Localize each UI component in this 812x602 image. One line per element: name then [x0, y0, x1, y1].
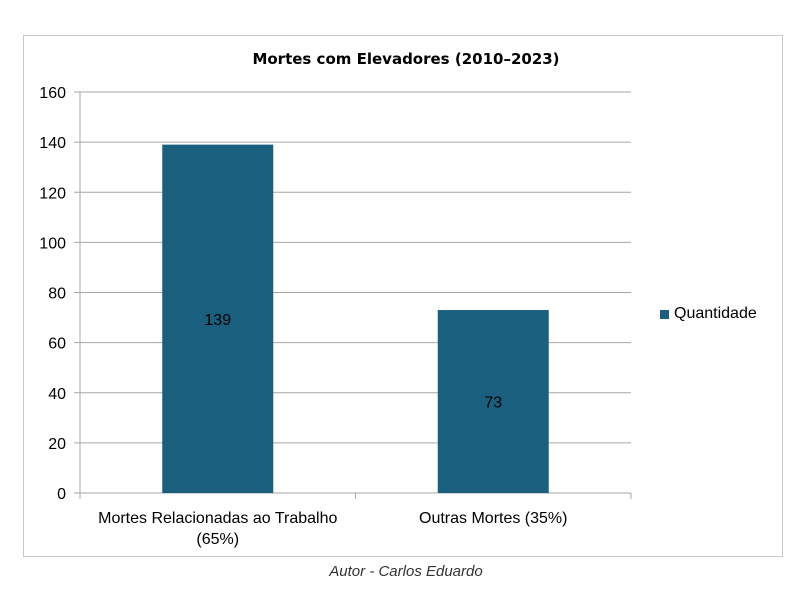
y-tick-label: 80	[48, 286, 66, 303]
chart-frame	[23, 35, 783, 557]
x-tick-label: Outras Mortes (35%)	[419, 510, 567, 527]
y-tick-label: 100	[39, 235, 66, 252]
legend-label: Quantidade	[674, 305, 757, 322]
bar	[437, 310, 549, 493]
y-tick-label: 60	[48, 336, 66, 353]
y-tick-label: 40	[48, 386, 66, 403]
author-caption: Autor - Carlos Eduardo	[329, 563, 483, 580]
bar	[162, 144, 274, 493]
data-label: 139	[204, 312, 231, 329]
data-label: 73	[484, 395, 502, 412]
y-tick-label: 160	[39, 85, 66, 102]
chart-title: Mortes com Elevadores (2010–2023)	[252, 50, 560, 68]
y-tick-label: 120	[39, 185, 66, 202]
legend: Quantidade	[660, 305, 757, 323]
x-tick-label: Mortes Relacionadas ao Trabalho	[98, 510, 337, 527]
y-tick-label: 20	[48, 436, 66, 453]
legend-swatch	[660, 309, 669, 319]
y-tick-label: 0	[57, 486, 66, 503]
y-tick-label: 140	[39, 135, 66, 152]
x-tick-label: (65%)	[196, 531, 239, 548]
